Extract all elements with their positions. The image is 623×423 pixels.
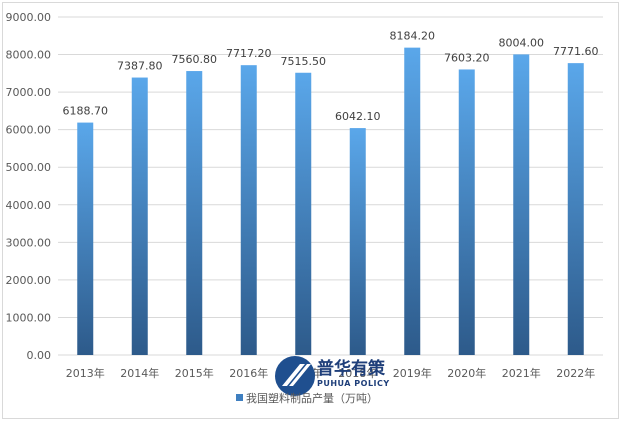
x-tick-label: 2019年: [393, 366, 432, 380]
y-tick-label: 7000.00: [6, 86, 52, 99]
data-labels: 6188.70 7387.80 7560.80 7717.20 7515.50 6042.…: [63, 30, 599, 123]
bar: [349, 128, 366, 355]
x-tick-label: 2021年: [502, 366, 541, 380]
y-axis-ticks: 0.00 1000.00 2000.00 3000.00 4000.00 5000.00 6…: [6, 11, 52, 362]
x-tick-label: 2018年: [338, 366, 377, 380]
watermark-logo: 普华有策 PUHUA POLICY: [275, 356, 390, 396]
bar: [404, 47, 421, 356]
bar-value-label: 8004.00: [499, 36, 545, 49]
bar: [458, 69, 475, 355]
y-tick-label: 3000.00: [6, 236, 52, 249]
y-tick-label: 8000.00: [6, 49, 52, 62]
x-tick-label: 2014年: [120, 366, 159, 380]
watermark-subtitle: PUHUA POLICY: [317, 379, 390, 388]
bar-value-label: 7387.80: [117, 60, 163, 73]
y-tick-label: 1000.00: [6, 311, 52, 324]
bars: [77, 47, 584, 356]
bar-value-label: 7717.20: [226, 47, 272, 60]
y-tick-label: 9000.00: [6, 11, 52, 24]
bar-value-label: 7771.60: [553, 45, 599, 58]
legend: 我国塑料制品产量（万吨）: [236, 391, 378, 405]
watermark-title: 普华有策: [317, 358, 386, 379]
bar: [186, 71, 203, 355]
legend-marker: [236, 394, 243, 401]
y-tick-label: 4000.00: [6, 199, 52, 212]
y-tick-label: 0.00: [27, 349, 52, 362]
bar-value-label: 7515.50: [281, 55, 327, 68]
x-tick-label: 2022年: [556, 366, 595, 380]
gridlines: [58, 16, 603, 356]
x-tick-label: 2016年: [229, 366, 268, 380]
bar-value-label: 6188.70: [63, 105, 109, 118]
y-tick-label: 2000.00: [6, 274, 52, 287]
x-tick-label: 2015年: [175, 366, 214, 380]
legend-label: 我国塑料制品产量（万吨）: [246, 391, 378, 405]
x-tick-label: 2020年: [447, 366, 486, 380]
logo-stripes: [282, 364, 311, 386]
bar-value-label: 8184.20: [390, 30, 436, 43]
x-tick-label: 2013年: [66, 366, 105, 380]
bar-value-label: 7560.80: [172, 53, 218, 66]
bar: [240, 65, 257, 355]
bar-value-label: 6042.10: [335, 110, 381, 123]
y-tick-label: 6000.00: [6, 124, 52, 137]
bar: [295, 72, 312, 355]
bar: [131, 77, 148, 356]
bar: [567, 63, 584, 356]
bar-value-label: 7603.20: [444, 51, 490, 64]
bar: [77, 122, 94, 356]
y-tick-label: 5000.00: [6, 161, 52, 174]
bar: [513, 54, 530, 355]
